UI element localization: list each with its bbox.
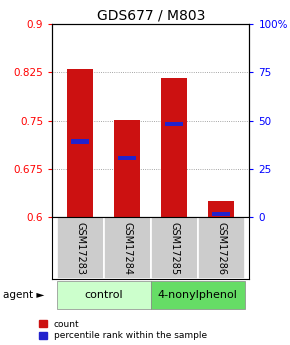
Bar xyxy=(57,281,151,309)
Text: agent ►: agent ► xyxy=(3,290,44,300)
Text: control: control xyxy=(85,290,123,300)
Text: GSM17285: GSM17285 xyxy=(169,222,179,275)
Bar xyxy=(115,120,140,217)
Text: 4-nonylphenol: 4-nonylphenol xyxy=(158,290,238,300)
Bar xyxy=(208,200,234,217)
Text: GSM17284: GSM17284 xyxy=(122,222,132,275)
Bar xyxy=(165,122,183,126)
Bar xyxy=(151,217,198,279)
Bar xyxy=(71,139,89,144)
Bar xyxy=(68,69,93,217)
Bar xyxy=(118,156,136,160)
Title: GDS677 / M803: GDS677 / M803 xyxy=(97,9,205,23)
Bar xyxy=(161,78,187,217)
Bar xyxy=(212,212,230,216)
Text: GSM17283: GSM17283 xyxy=(75,222,85,275)
Bar xyxy=(57,217,104,279)
Legend: count, percentile rank within the sample: count, percentile rank within the sample xyxy=(39,320,207,341)
Bar xyxy=(198,217,245,279)
Bar xyxy=(151,281,245,309)
Text: GSM17286: GSM17286 xyxy=(216,222,226,275)
Bar xyxy=(104,217,151,279)
